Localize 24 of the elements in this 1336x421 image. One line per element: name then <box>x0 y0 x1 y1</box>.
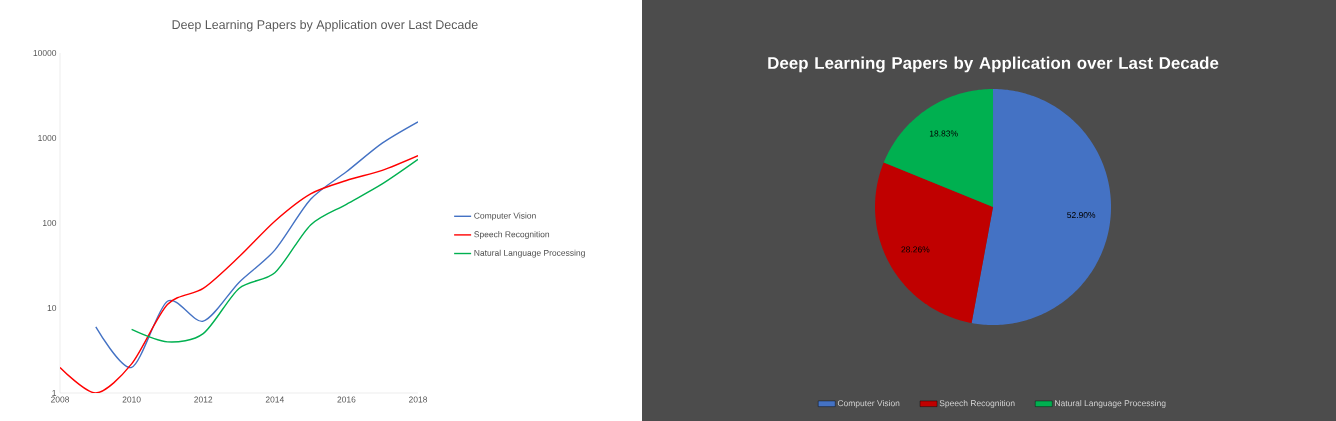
line-series <box>95 121 419 369</box>
line-series <box>130 158 419 343</box>
x-tick-label: 2014 <box>265 396 284 403</box>
legend-label: Speech Recognition <box>474 231 550 239</box>
x-tick-label: 2008 <box>51 396 70 403</box>
x-tick-label: 2016 <box>337 396 356 403</box>
y-tick-label: 10 <box>47 305 57 311</box>
legend-label: Computer Vision <box>837 399 900 408</box>
legend-label: Speech Recognition <box>939 399 1015 408</box>
x-tick-label: 2018 <box>409 396 428 403</box>
x-tick-label: 2012 <box>194 396 213 403</box>
x-tick-label: 2010 <box>122 396 141 403</box>
y-tick-label: 100 <box>43 220 57 226</box>
data-label: 52.90% <box>1067 212 1096 219</box>
y-tick-label: 1 <box>52 390 57 396</box>
data-label: 18.83% <box>929 130 958 137</box>
y-tick-label: 10000 <box>33 50 57 56</box>
data-label: 28.26% <box>901 246 930 253</box>
y-tick-label: 1000 <box>38 135 57 141</box>
legend-label: Natural Language Processing <box>474 249 585 258</box>
chart-title: Deep Learning Papers by Application over Last Decade <box>768 56 1219 73</box>
legend-label: Natural Language Processing <box>1055 399 1166 408</box>
legend-label: Computer Vision <box>474 212 536 221</box>
chart-title: Deep Learning Papers by Application over Last Decade <box>172 19 478 32</box>
